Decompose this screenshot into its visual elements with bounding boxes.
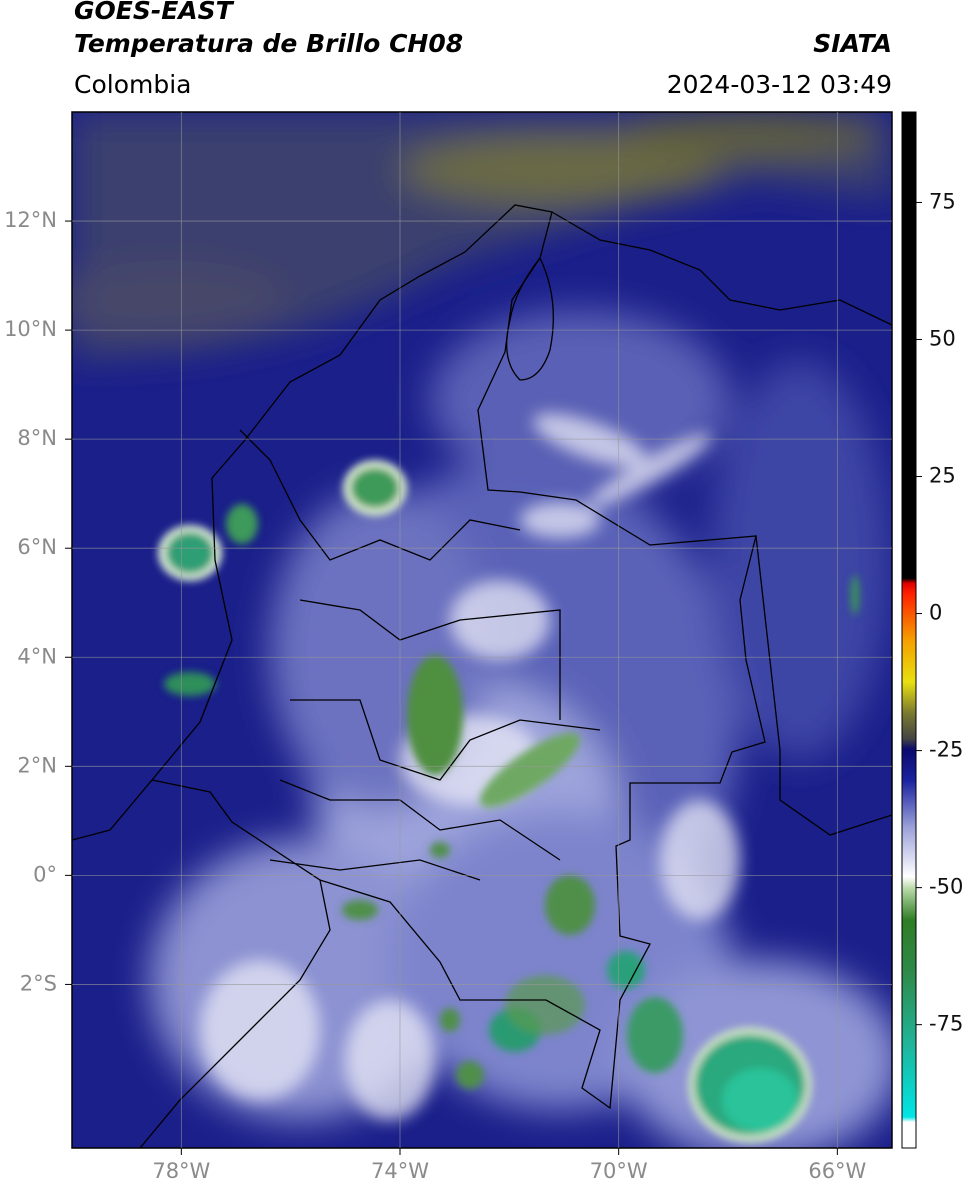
colorbar-tick-label: -50 (929, 875, 963, 899)
colorbar-tick-label: 25 (929, 464, 956, 488)
satellite: GOES-EAST (74, 0, 235, 25)
colorbar-tick-label: -25 (929, 738, 963, 762)
y-tick-label: 2°N (17, 753, 57, 777)
colorbar-tick-label: 75 (929, 189, 956, 213)
y-tick-label: 4°N (17, 644, 57, 668)
y-tick-label: 12°N (4, 208, 57, 232)
x-tick-label: 66°W (808, 1159, 866, 1183)
y-tick-label: 8°N (17, 426, 57, 450)
x-tick-label: 78°W (152, 1159, 210, 1183)
axes: 78°W 74°W 70°W 66°W 2°S 0° 2°N 4°N 6°N 8°N 10°N 12°… (4, 112, 963, 1183)
y-tick-label: 0° (33, 862, 57, 886)
x-tick-label: 70°W (590, 1159, 648, 1183)
y-tick-label: 6°N (17, 535, 57, 559)
satellite-image (72, 112, 892, 1148)
product: Temperatura de Brillo CH08 (74, 29, 463, 58)
colorbar-tick-label: -75 (929, 1012, 963, 1036)
colorbar-tick-label: 50 (929, 326, 956, 350)
colorbar-tick-label: 0 (929, 601, 942, 625)
y-tick-label: 10°N (4, 317, 57, 341)
agency: SIATA (813, 29, 892, 58)
map-frame (71, 111, 893, 1149)
y-tick-label: 2°S (20, 971, 57, 995)
datetime: 2024-03-12 03:49 (667, 70, 892, 99)
x-tick-label: 74°W (371, 1159, 429, 1183)
borders (72, 204, 892, 1148)
region: Colombia (74, 70, 191, 99)
colorbar (901, 111, 917, 1149)
